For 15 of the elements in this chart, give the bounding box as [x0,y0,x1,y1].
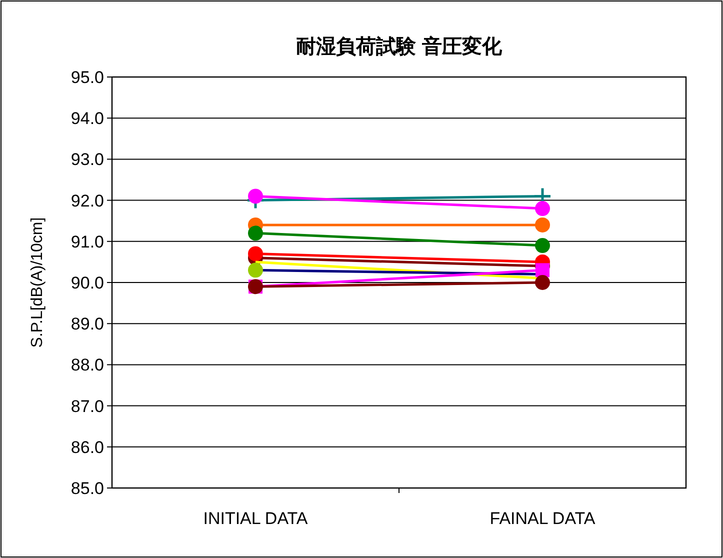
y-tick-label: 90.0 [70,274,104,292]
x-tick-label: FAINAL DATA [490,509,596,528]
y-tick-label: 93.0 [70,150,104,170]
y-tick-label: 88.0 [70,356,104,375]
chart-title: 耐湿負荷試験 音圧変化 [296,35,503,58]
y-axis-title: S.P.L[dB(A)/10cm] [29,217,46,348]
y-tick-label: 94.0 [70,109,104,128]
y-tick-label: 85.0 [70,479,104,498]
y-tick-label: 86.0 [70,438,104,457]
y-tick-label: 92.0 [70,191,104,210]
y-tick-label: 87.0 [70,396,104,416]
y-tick-label: 91.0 [70,232,104,252]
y-tick-label: 95.0 [70,68,104,87]
x-tick-label: INITIAL DATA [203,509,308,528]
y-tick-label: 89.0 [70,314,104,334]
